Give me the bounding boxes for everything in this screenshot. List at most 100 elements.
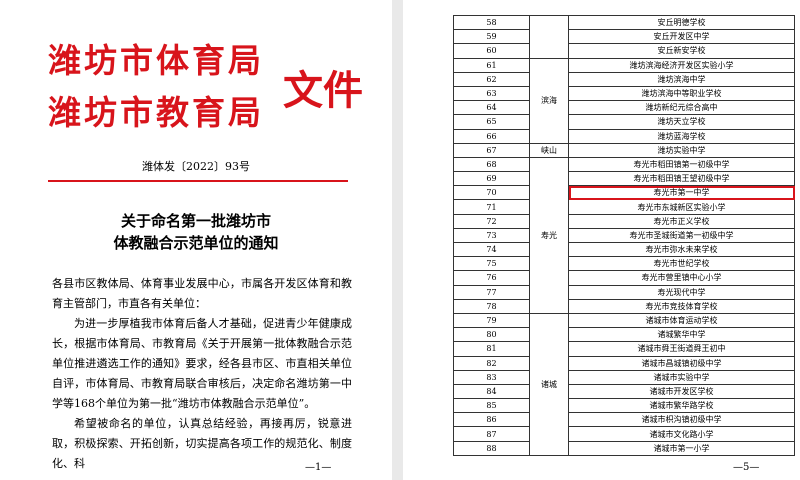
school-name: 诸城市枳沟镇初级中学 bbox=[568, 412, 795, 428]
row-number: 74 bbox=[453, 241, 530, 258]
school-name: 诸城市繁华路学校 bbox=[568, 398, 795, 414]
table-row: 77 寿光现代中学 bbox=[453, 284, 795, 300]
school-name: 诸城市体育运动学校 bbox=[568, 312, 795, 329]
row-number: 79 bbox=[453, 312, 530, 329]
row-number: 76 bbox=[453, 270, 530, 286]
table-row: 68 寿光 寿光市稻田镇第一初级中学 bbox=[453, 156, 795, 314]
school-name: 寿光市世纪学校 bbox=[568, 256, 795, 272]
row-number: 73 bbox=[453, 227, 530, 244]
row-number: 64 bbox=[453, 100, 530, 116]
row-number: 82 bbox=[453, 355, 530, 371]
table-row: 78 寿光市竞技体育学校 bbox=[453, 298, 795, 314]
school-name: 潍坊滨海中等职业学校 bbox=[568, 85, 795, 102]
table-row: 73 寿光市圣城街道第一初级中学 bbox=[453, 227, 795, 244]
table-row: 83 诸城市实验中学 bbox=[453, 369, 795, 385]
row-number: 61 bbox=[453, 57, 530, 73]
header-line: 潍坊市教育局 bbox=[48, 93, 264, 132]
table-row: 62 潍坊滨海中学 bbox=[453, 71, 795, 87]
table-row: 81 诸城市舜王街道舜王初中 bbox=[453, 341, 795, 357]
row-number: 77 bbox=[453, 284, 530, 300]
row-number: 85 bbox=[453, 398, 530, 414]
table-row: 64 潍坊新纪元综合高中 bbox=[453, 100, 795, 116]
school-name: 安丘新安学校 bbox=[568, 43, 795, 59]
table-row: 87 诸城市文化路小学 bbox=[453, 426, 795, 442]
table-row: 86 诸城市枳沟镇初级中学 bbox=[453, 412, 795, 428]
row-number: 63 bbox=[453, 85, 530, 102]
school-name: 潍坊新纪元综合高中 bbox=[568, 100, 795, 116]
region: 滨海 bbox=[529, 57, 569, 144]
row-number: 58 bbox=[453, 14, 530, 31]
school-name: 诸城市实验中学 bbox=[568, 369, 795, 385]
school-name: 安丘明德学校 bbox=[568, 14, 795, 31]
row-number: 88 bbox=[453, 440, 530, 456]
paragraph: 希望被命名的单位，认真总结经验，再接再厉，锐意进取，积极探索、开拓创新，切实提高… bbox=[52, 417, 352, 470]
school-name: 诸城市舜王街道舜王初中 bbox=[568, 341, 795, 357]
body: 各县市区教体局、体育事业发展中心，市属各开发区体育和教育主管部门，市直各有关单位… bbox=[52, 274, 352, 474]
school-name: 诸城繁华中学 bbox=[568, 327, 795, 343]
school-name: 寿光市第一中学 bbox=[568, 185, 795, 201]
paragraph: 各县市区教体局、体育事业发展中心，市属各开发区体育和教育主管部门，市直各有关单位… bbox=[52, 277, 352, 310]
table-row: 67 峡山 潍坊实验中学 bbox=[453, 142, 795, 158]
school-name: 诸城市开发区学校 bbox=[568, 383, 795, 400]
table-row: 72 寿光市正义学校 bbox=[453, 213, 795, 229]
school-name: 寿光市稻田镇第一初级中学 bbox=[568, 156, 795, 173]
school-table: 58 安丘明德学校 59 安丘开发区中学 60 安丘新安学校 61 滨海 潍坊滨海经济开发区实验… bbox=[453, 14, 795, 456]
table-row: 63 潍坊滨海中等职业学校 bbox=[453, 85, 795, 102]
table-row: 80 诸城繁华中学 bbox=[453, 327, 795, 343]
table-row: 88 诸城市第一小学 bbox=[453, 440, 795, 456]
school-name: 寿光市营里镇中心小学 bbox=[568, 270, 795, 286]
row-number: 81 bbox=[453, 341, 530, 357]
row-number: 65 bbox=[453, 114, 530, 130]
table-row: 79 诸城 诸城市体育运动学校 bbox=[453, 312, 795, 456]
row-number: 87 bbox=[453, 426, 530, 442]
row-number: 72 bbox=[453, 213, 530, 229]
row-number: 83 bbox=[453, 369, 530, 385]
region: 诸城 bbox=[529, 312, 569, 456]
region bbox=[529, 15, 569, 59]
school-name: 诸城市第一小学 bbox=[568, 440, 795, 456]
region: 寿光 bbox=[529, 156, 569, 314]
row-number: 60 bbox=[453, 43, 530, 59]
table-row: 58 安丘明德学校 bbox=[453, 14, 795, 59]
school-name: 潍坊天立学校 bbox=[568, 114, 795, 130]
row-number: 71 bbox=[453, 199, 530, 215]
page-number: —5— bbox=[733, 462, 760, 473]
table-row: 65 潍坊天立学校 bbox=[453, 114, 795, 130]
row-number: 86 bbox=[453, 412, 530, 428]
row-number: 69 bbox=[453, 171, 530, 187]
row-number: 75 bbox=[453, 256, 530, 272]
school-name: 潍坊滨海中学 bbox=[568, 71, 795, 87]
school-name: 寿光市圣城街道第一初级中学 bbox=[568, 227, 795, 244]
header-line: 潍坊市体育局 bbox=[48, 41, 264, 80]
row-number: 67 bbox=[453, 142, 530, 158]
row-number: 80 bbox=[453, 327, 530, 343]
row-number: 66 bbox=[453, 128, 530, 144]
table-row: 69 寿光市稻田镇王望初级中学 bbox=[453, 171, 795, 187]
school-name: 诸城市文化路小学 bbox=[568, 426, 795, 442]
paragraph: 为进一步厚植我市体育后备人才基础，促进青少年健康成长，根据市体育局、市教育局《关… bbox=[52, 317, 352, 410]
left-page: 潍坊市体育局 潍坊市教育局 文件 潍体发〔2022〕93号 关于命名第一批潍坊市… bbox=[0, 0, 392, 480]
row-number: 84 bbox=[453, 383, 530, 400]
school-name: 寿光市东城新区实验小学 bbox=[568, 199, 795, 215]
row-number: 70 bbox=[453, 185, 530, 201]
table-row: 76 寿光市营里镇中心小学 bbox=[453, 270, 795, 286]
row-number: 78 bbox=[453, 298, 530, 314]
school-name: 潍坊实验中学 bbox=[568, 142, 795, 158]
school-name: 潍坊蓝海学校 bbox=[568, 128, 795, 144]
school-name: 潍坊滨海经济开发区实验小学 bbox=[568, 57, 795, 73]
table-row: 59 安丘开发区中学 bbox=[453, 29, 795, 45]
school-name: 寿光现代中学 bbox=[568, 284, 795, 300]
table-row: 74 寿光市弥水未来学校 bbox=[453, 241, 795, 258]
table-row: 84 诸城市开发区学校 bbox=[453, 383, 795, 400]
doc-number: 潍体发〔2022〕93号 bbox=[142, 160, 250, 173]
region: 峡山 bbox=[529, 142, 569, 158]
school-name: 诸城市昌城镇初级中学 bbox=[568, 355, 795, 371]
school-name: 寿光市正义学校 bbox=[568, 213, 795, 229]
right-page: 58 安丘明德学校 59 安丘开发区中学 60 安丘新安学校 61 滨海 潍坊滨海经济开发区实验… bbox=[403, 0, 800, 480]
table-row: 70 寿光市第一中学 bbox=[453, 185, 795, 201]
page-number: —1— bbox=[305, 462, 332, 473]
table-row: 66 潍坊蓝海学校 bbox=[453, 128, 795, 144]
school-name: 安丘开发区中学 bbox=[568, 29, 795, 45]
table-row: 82 诸城市昌城镇初级中学 bbox=[453, 355, 795, 371]
table-row: 85 诸城市繁华路学校 bbox=[453, 398, 795, 414]
